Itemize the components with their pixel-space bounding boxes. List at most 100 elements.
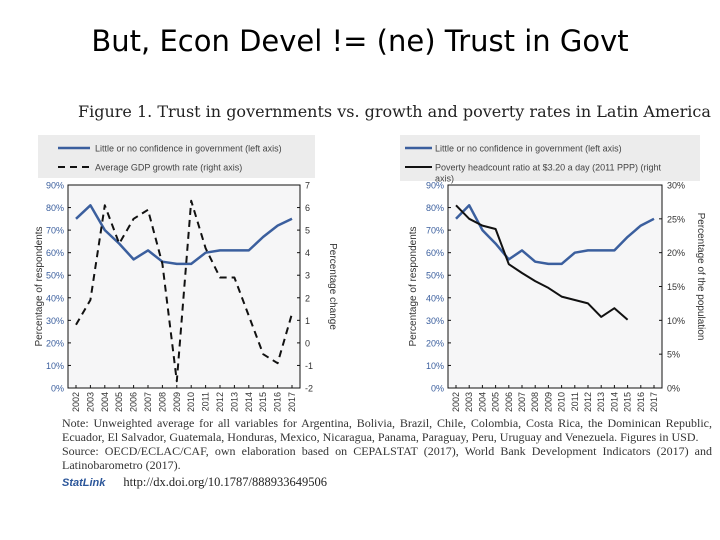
x-tick-label: 2016: [636, 392, 646, 412]
y2-tick-label: 5%: [667, 350, 680, 360]
x-tick-label: 2004: [477, 392, 487, 412]
y2-tick-label: 30%: [667, 181, 685, 191]
y-axis-title: Percentage of respondents: [34, 226, 45, 346]
statlink: StatLink http://dx.doi.org/10.1787/888933…: [62, 475, 712, 490]
y2-tick-label: 7: [305, 181, 310, 191]
x-tick-label: 2015: [258, 392, 268, 412]
y2-tick-label: 2: [305, 293, 310, 303]
y-tick-label: 50%: [46, 271, 64, 281]
legend: Little or no confidence in government (l…: [400, 135, 700, 184]
y-tick-label: 10%: [46, 361, 64, 371]
x-tick-label: 2015: [623, 392, 633, 412]
x-tick-label: 2008: [530, 392, 540, 412]
x-tick-label: 2006: [504, 392, 514, 412]
x-tick-label: 2007: [143, 392, 153, 412]
legend-background: [38, 135, 315, 178]
y2-tick-label: 1: [305, 316, 310, 326]
figure-title: Figure 1. Trust in governments vs. growt…: [78, 102, 711, 121]
x-tick-label: 2016: [273, 392, 283, 412]
x-tick-label: 2013: [229, 392, 239, 412]
x-tick-label: 2012: [583, 392, 593, 412]
figure-title-text: Trust in governments vs. growth and pove…: [157, 102, 711, 121]
legend-entry: Poverty headcount ratio at $3.20 a day (…: [435, 163, 661, 184]
legend-entry: Little or no confidence in government (l…: [435, 144, 622, 154]
y-tick-label: 60%: [426, 248, 444, 258]
y-tick-label: 30%: [46, 316, 64, 326]
y2-tick-label: 25%: [667, 214, 685, 224]
x-tick-label: 2014: [244, 392, 254, 412]
y2-tick-label: -2: [305, 384, 313, 394]
y-tick-label: 80%: [426, 203, 444, 213]
x-tick-label: 2008: [157, 392, 167, 412]
x-tick-label: 2010: [186, 392, 196, 412]
y-tick-label: 20%: [426, 338, 444, 348]
x-tick-label: 2004: [100, 392, 110, 412]
x-tick-label: 2011: [570, 392, 580, 411]
legend-entry: Little or no confidence in government (l…: [95, 144, 282, 154]
figure: Figure 1. Trust in governments vs. growt…: [28, 92, 718, 517]
y-tick-label: 10%: [426, 361, 444, 371]
y-tick-label: 20%: [46, 338, 64, 348]
y-tick-label: 40%: [426, 293, 444, 303]
x-tick-label: 2005: [491, 392, 501, 412]
y-tick-label: 70%: [46, 226, 64, 236]
x-tick-label: 2017: [287, 392, 297, 412]
statlink-logo: StatLink: [62, 477, 106, 489]
y-tick-label: 70%: [426, 226, 444, 236]
chart-2: Little or no confidence in government (l…: [400, 135, 706, 412]
y-tick-label: 0%: [431, 384, 444, 394]
y-tick-label: 0%: [51, 384, 64, 394]
y-tick-label: 30%: [426, 316, 444, 326]
x-tick-label: 2013: [596, 392, 606, 412]
series-line-trust: [455, 204, 655, 266]
plot-area: [447, 184, 663, 389]
x-tick-label: 2005: [114, 392, 124, 412]
legend-entry: Average GDP growth rate (right axis): [95, 163, 242, 173]
y2-tick-label: 3: [305, 271, 310, 281]
y-tick-label: 40%: [46, 293, 64, 303]
x-tick-label: 2011: [201, 392, 211, 411]
y2-axis-title: Percentage of the population: [695, 213, 706, 341]
y-tick-label: 90%: [426, 181, 444, 191]
y2-tick-label: 5: [305, 226, 310, 236]
y-axis-title: Percentage of respondents: [408, 226, 419, 346]
series-line-trust: [75, 204, 293, 266]
x-tick-label: 2014: [609, 392, 619, 412]
y2-tick-label: 10%: [667, 316, 685, 326]
chart-1: Little or no confidence in government (l…: [34, 135, 338, 412]
y-tick-label: 90%: [46, 181, 64, 191]
x-tick-label: 2012: [215, 392, 225, 412]
x-tick-label: 2009: [543, 392, 553, 412]
y2-tick-label: 0: [305, 338, 310, 348]
x-tick-label: 2006: [129, 392, 139, 412]
slide-title: But, Econ Devel != (ne) Trust in Govt: [91, 24, 629, 58]
y-tick-label: 60%: [46, 248, 64, 258]
x-tick-label: 2002: [71, 392, 81, 412]
series-line-poverty: [455, 204, 629, 321]
note-text: Note: Unweighted average for all variabl…: [62, 416, 712, 444]
x-tick-label: 2010: [557, 392, 567, 412]
series-line-gdp: [75, 199, 293, 383]
x-tick-label: 2007: [517, 392, 527, 412]
x-tick-label: 2003: [85, 392, 95, 412]
y2-tick-label: 15%: [667, 282, 685, 292]
y2-tick-label: 6: [305, 203, 310, 213]
legend: Little or no confidence in government (l…: [38, 135, 315, 178]
figure-notes: Note: Unweighted average for all variabl…: [62, 416, 712, 490]
charts: Little or no confidence in government (l…: [34, 135, 706, 412]
statlink-url[interactable]: http://dx.doi.org/10.1787/888933649506: [123, 475, 328, 489]
figure-label: Figure 1.: [78, 102, 153, 121]
source-text: Source: OECD/ECLAC/CAF, own elaboration …: [62, 444, 712, 472]
x-tick-label: 2003: [464, 392, 474, 412]
y2-tick-label: 20%: [667, 248, 685, 258]
x-tick-label: 2017: [649, 392, 659, 412]
y2-axis-title: Percentage change: [327, 243, 338, 330]
y2-tick-label: 4: [305, 248, 310, 258]
x-tick-label: 2002: [451, 392, 461, 412]
y-tick-label: 80%: [46, 203, 64, 213]
y2-tick-label: 0%: [667, 384, 680, 394]
y-tick-label: 50%: [426, 271, 444, 281]
legend-background: [400, 135, 700, 181]
y2-tick-label: -1: [305, 361, 313, 371]
x-tick-label: 2009: [172, 392, 182, 412]
